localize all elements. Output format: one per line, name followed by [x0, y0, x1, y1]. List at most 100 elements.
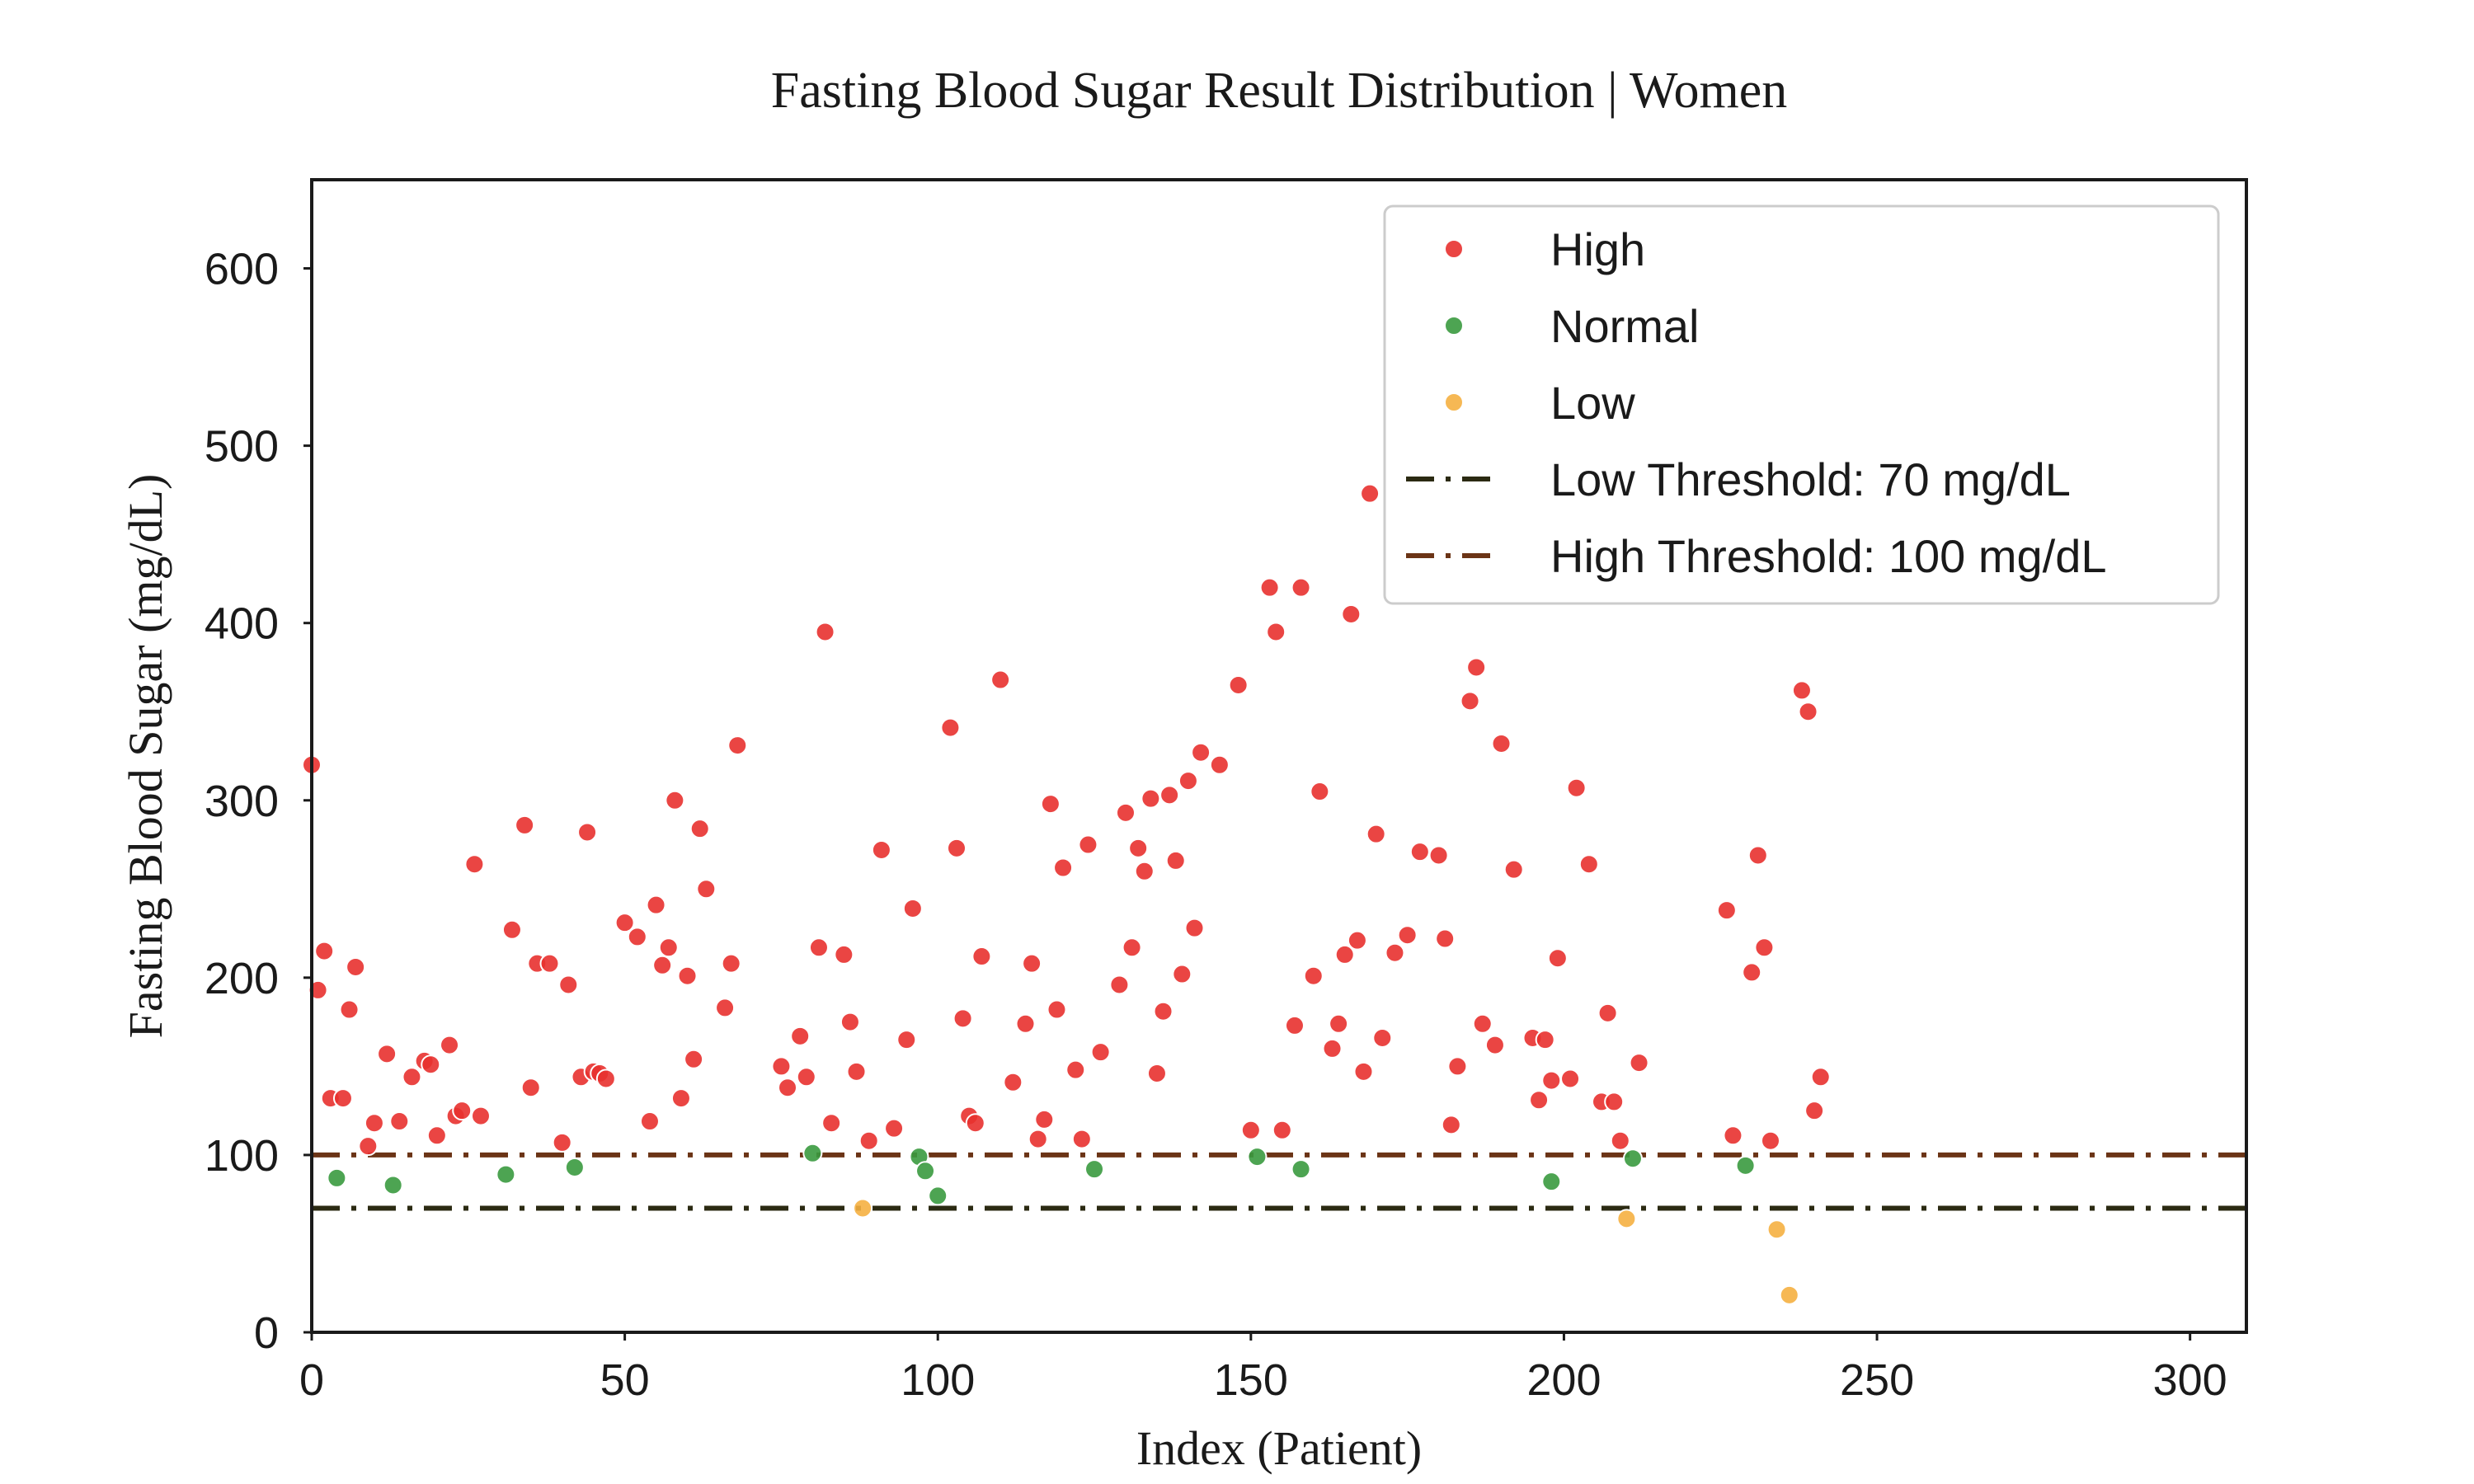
- point-high-91: [1172, 964, 1192, 984]
- point-high-104: [1310, 782, 1330, 802]
- point-high-42: [689, 819, 710, 839]
- point-high-94: [1191, 742, 1211, 763]
- point-high-83: [1122, 937, 1142, 958]
- point-high-111: [1360, 483, 1380, 504]
- point-high-106: [1329, 1013, 1349, 1034]
- point-high-125: [1491, 733, 1512, 754]
- point-high-25: [552, 1132, 572, 1153]
- y-axis-ticks: 0 100 200 300 400 500 600: [205, 245, 312, 1358]
- point-high-54: [834, 944, 854, 965]
- point-high-146: [1791, 680, 1812, 701]
- threshold-lines: [312, 1152, 2246, 1211]
- point-high-147: [1798, 702, 1818, 722]
- point-high-88: [1153, 1001, 1174, 1021]
- point-normal-8: [1084, 1159, 1105, 1180]
- point-high-56: [846, 1061, 867, 1082]
- point-high-112: [1366, 824, 1386, 844]
- point-high-130: [1541, 1070, 1562, 1091]
- point-high-144: [1754, 937, 1775, 958]
- point-high-77: [1065, 1059, 1086, 1080]
- point-high-145: [1760, 1130, 1780, 1151]
- point-high-45: [721, 953, 741, 974]
- point-high-52: [815, 622, 835, 642]
- point-high-136: [1597, 1003, 1618, 1023]
- point-high-67: [971, 946, 992, 967]
- y-tick-label-6: 600: [205, 245, 279, 294]
- point-high-35: [646, 895, 666, 915]
- point-high-81: [1109, 974, 1130, 995]
- y-tick-label-5: 500: [205, 422, 279, 472]
- point-high-133: [1566, 777, 1587, 798]
- legend-box: [1383, 204, 2220, 605]
- point-high-149: [1810, 1067, 1831, 1087]
- point-high-33: [627, 927, 647, 947]
- point-high-24: [539, 953, 560, 974]
- point-high-96: [1228, 674, 1249, 695]
- point-high-1: [308, 979, 328, 1000]
- point-high-26: [558, 974, 579, 995]
- point-high-28: [577, 822, 598, 843]
- point-high-43: [696, 879, 717, 899]
- point-high-7: [358, 1136, 379, 1157]
- point-high-118: [1435, 928, 1456, 949]
- y-tick-label-2: 200: [205, 954, 279, 1003]
- point-high-132: [1560, 1068, 1581, 1089]
- point-high-102: [1291, 577, 1311, 598]
- point-high-72: [1028, 1129, 1048, 1149]
- point-high-15: [440, 1035, 460, 1055]
- plot-frame: [310, 178, 2248, 1334]
- point-low-2: [1766, 1219, 1787, 1240]
- legend-marker-2: [1444, 392, 1464, 412]
- point-high-92: [1178, 771, 1198, 791]
- legend-marker-0: [1444, 239, 1464, 259]
- point-high-46: [727, 735, 748, 756]
- point-high-32: [614, 913, 635, 933]
- point-high-82: [1115, 802, 1136, 823]
- point-high-113: [1372, 1027, 1393, 1048]
- chart-title: Fasting Blood Sugar Result Distribution …: [771, 63, 1788, 119]
- point-high-142: [1742, 962, 1762, 983]
- point-high-121: [1460, 691, 1480, 711]
- series-high: [302, 483, 1831, 1157]
- point-high-101: [1284, 1015, 1305, 1036]
- point-high-114: [1385, 942, 1405, 963]
- point-high-140: [1716, 900, 1737, 921]
- point-high-89: [1159, 785, 1180, 805]
- point-high-71: [1022, 953, 1042, 974]
- point-high-20: [501, 919, 522, 940]
- point-high-115: [1397, 925, 1418, 946]
- point-high-11: [402, 1067, 422, 1087]
- point-high-119: [1441, 1115, 1461, 1135]
- point-high-109: [1347, 930, 1367, 951]
- legend-label-3: Low Threshold: 70 mg/dL: [1550, 453, 2071, 505]
- point-normal-11: [1541, 1172, 1562, 1192]
- x-axis-label: Index (Patient): [1136, 1421, 1422, 1475]
- point-high-90: [1165, 850, 1186, 871]
- point-high-134: [1578, 854, 1599, 875]
- point-low-1: [1616, 1209, 1637, 1229]
- point-low-0: [853, 1198, 873, 1219]
- point-high-93: [1184, 918, 1205, 938]
- x-tick-label-5: 250: [1840, 1355, 1914, 1405]
- point-high-108: [1341, 603, 1362, 624]
- series-normal: [327, 1143, 1756, 1206]
- point-high-5: [339, 999, 360, 1020]
- point-high-75: [1047, 999, 1067, 1020]
- point-high-2: [314, 941, 335, 961]
- point-normal-13: [1735, 1155, 1756, 1176]
- point-high-50: [796, 1067, 816, 1087]
- point-high-74: [1040, 794, 1061, 815]
- point-normal-1: [383, 1175, 403, 1195]
- point-high-64: [952, 1008, 973, 1029]
- point-high-9: [377, 1044, 397, 1064]
- point-high-100: [1272, 1120, 1292, 1140]
- point-high-14: [426, 1125, 447, 1146]
- y-axis-label: Fasting Blood Sugar (mg/dL): [119, 474, 172, 1039]
- y-tick-label-3: 300: [205, 777, 279, 826]
- point-high-110: [1353, 1061, 1374, 1082]
- point-normal-7: [928, 1186, 948, 1206]
- point-high-141: [1723, 1125, 1743, 1146]
- point-high-148: [1804, 1101, 1825, 1121]
- point-high-10: [389, 1111, 410, 1132]
